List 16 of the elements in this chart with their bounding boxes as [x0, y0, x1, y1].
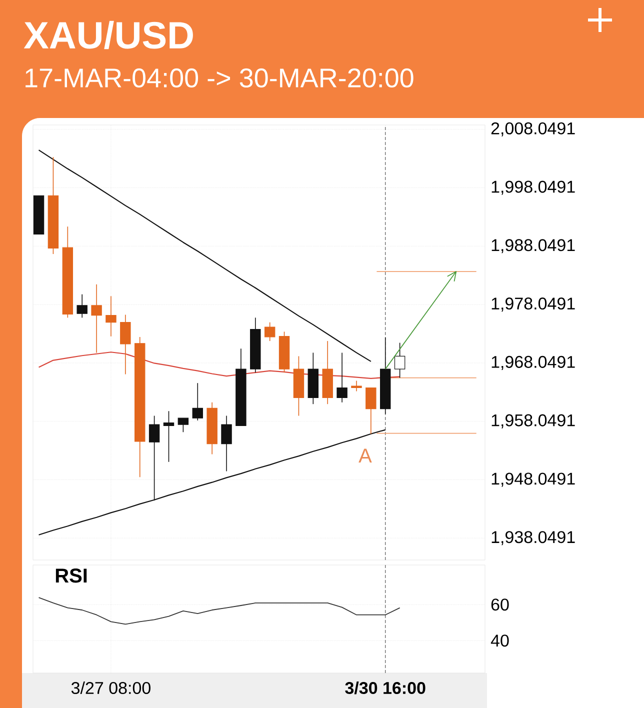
y-tick-label: 1,978.0491 [492, 298, 575, 312]
x-tick-label: 3/30 16:00 [345, 682, 426, 694]
y-tick-label: 1,988.0491 [492, 239, 575, 254]
y-tick-label: 60 [491, 598, 509, 611]
chart-title: RSI [56, 568, 87, 583]
y-tick-label: 1,948.0491 [492, 472, 575, 487]
y-tick-label: 1,958.0491 [492, 414, 575, 428]
y-tick-label: 2,008.0491 [491, 122, 575, 136]
annotation: A [358, 448, 372, 462]
y-tick-label: 1,968.0491 [492, 356, 575, 370]
chart-subtitle: 17-MAR-04:00 -> 30-MAR-20:00 [26, 68, 414, 88]
y-tick-label: 40 [490, 634, 509, 647]
y-tick-label: 1,998.0491 [492, 180, 575, 195]
chart-title: XAU/USD [24, 20, 193, 50]
y-tick-label: 1,938.0491 [492, 531, 575, 546]
x-tick-label: 3/27 08:00 [71, 682, 150, 694]
